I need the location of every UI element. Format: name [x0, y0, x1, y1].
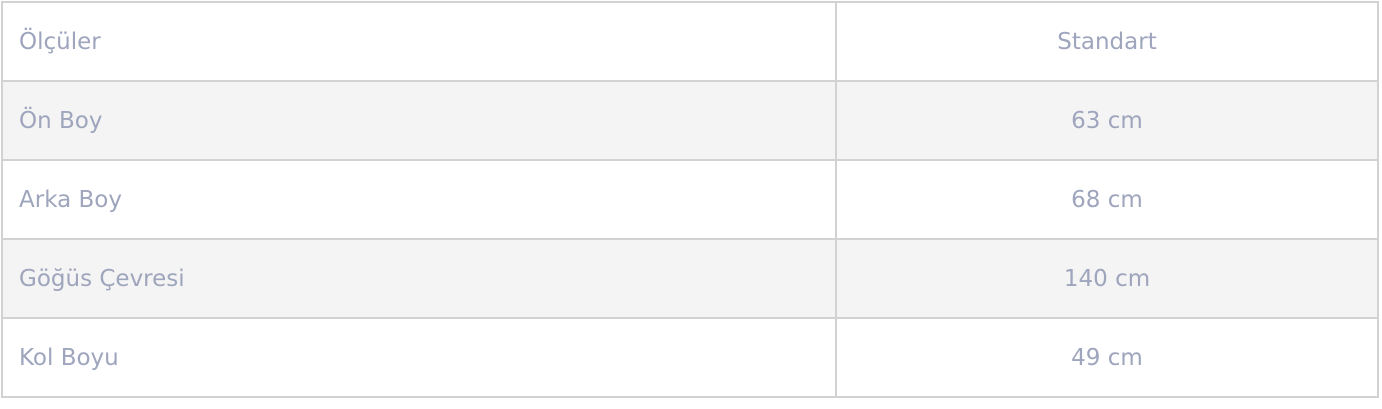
table-row: Kol Boyu 49 cm: [1, 317, 1379, 398]
header-standard: Standart: [835, 1, 1379, 82]
measurement-value: 63 cm: [835, 80, 1379, 161]
measurement-value: 140 cm: [835, 238, 1379, 319]
measurement-label: Kol Boyu: [1, 317, 837, 398]
size-table: Ölçüler Standart Ön Boy 63 cm Arka Boy 6…: [1, 1, 1379, 398]
table-header-row: Ölçüler Standart: [1, 1, 1379, 82]
header-measurements: Ölçüler: [1, 1, 837, 82]
measurement-label: Arka Boy: [1, 159, 837, 240]
table-row: Ön Boy 63 cm: [1, 80, 1379, 161]
measurement-label: Ön Boy: [1, 80, 837, 161]
measurement-label: Göğüs Çevresi: [1, 238, 837, 319]
measurement-value: 68 cm: [835, 159, 1379, 240]
table-row: Göğüs Çevresi 140 cm: [1, 238, 1379, 319]
table-row: Arka Boy 68 cm: [1, 159, 1379, 240]
measurement-value: 49 cm: [835, 317, 1379, 398]
